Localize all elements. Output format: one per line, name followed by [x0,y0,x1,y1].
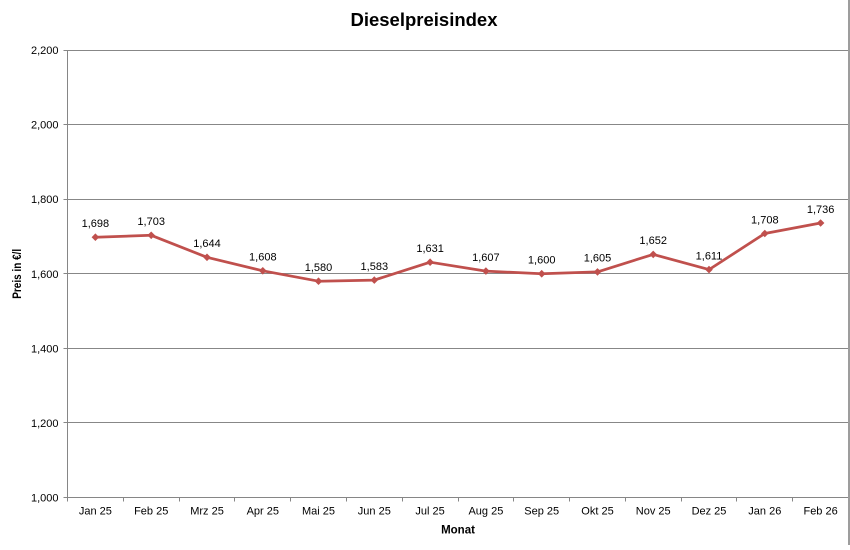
svg-text:Jun 25: Jun 25 [358,506,391,518]
svg-text:1,600: 1,600 [31,269,59,281]
svg-text:1,708: 1,708 [751,214,779,226]
svg-text:1,200: 1,200 [31,418,59,430]
svg-text:Mai 25: Mai 25 [302,506,335,518]
svg-text:1,607: 1,607 [472,252,500,264]
svg-text:1,000: 1,000 [31,493,59,505]
svg-text:1,703: 1,703 [137,216,165,228]
svg-text:1,644: 1,644 [193,238,221,250]
svg-text:1,611: 1,611 [696,250,723,262]
svg-text:Jan 26: Jan 26 [748,506,781,518]
svg-text:Feb 26: Feb 26 [803,506,837,518]
svg-text:Okt 25: Okt 25 [581,506,613,518]
svg-text:Mrz 25: Mrz 25 [190,506,224,518]
svg-text:Dez 25: Dez 25 [692,506,727,518]
svg-text:2,200: 2,200 [31,45,59,57]
svg-text:1,652: 1,652 [639,235,667,247]
svg-text:1,400: 1,400 [31,343,59,355]
svg-text:Feb 25: Feb 25 [134,506,168,518]
svg-text:Jul 25: Jul 25 [415,506,444,518]
svg-text:Sep 25: Sep 25 [524,506,559,518]
svg-text:1,698: 1,698 [82,218,110,230]
svg-text:1,736: 1,736 [807,204,835,216]
svg-text:1,583: 1,583 [361,261,389,273]
svg-text:1,608: 1,608 [249,252,277,264]
svg-text:2,000: 2,000 [31,120,59,132]
svg-text:Apr 25: Apr 25 [247,506,279,518]
svg-text:1,605: 1,605 [584,253,612,265]
svg-text:Jan 25: Jan 25 [79,506,112,518]
svg-text:1,631: 1,631 [416,243,444,255]
svg-text:Preis in €/l: Preis in €/l [12,249,24,299]
svg-text:1,600: 1,600 [528,255,556,267]
svg-text:Dieselpreisindex: Dieselpreisindex [350,9,498,30]
svg-text:1,580: 1,580 [305,262,333,274]
svg-text:1,800: 1,800 [31,194,59,206]
svg-text:Nov 25: Nov 25 [636,506,671,518]
svg-text:Aug 25: Aug 25 [468,506,503,518]
svg-text:Monat: Monat [441,525,475,537]
